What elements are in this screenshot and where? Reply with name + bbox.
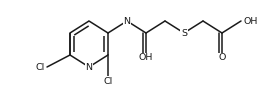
Text: Cl: Cl bbox=[36, 62, 45, 71]
Text: S: S bbox=[181, 29, 187, 37]
Text: N: N bbox=[124, 17, 130, 26]
Text: O: O bbox=[218, 54, 226, 62]
Text: OH: OH bbox=[243, 17, 257, 26]
Text: OH: OH bbox=[139, 54, 153, 62]
Text: Cl: Cl bbox=[103, 76, 113, 86]
Text: N: N bbox=[86, 62, 92, 71]
